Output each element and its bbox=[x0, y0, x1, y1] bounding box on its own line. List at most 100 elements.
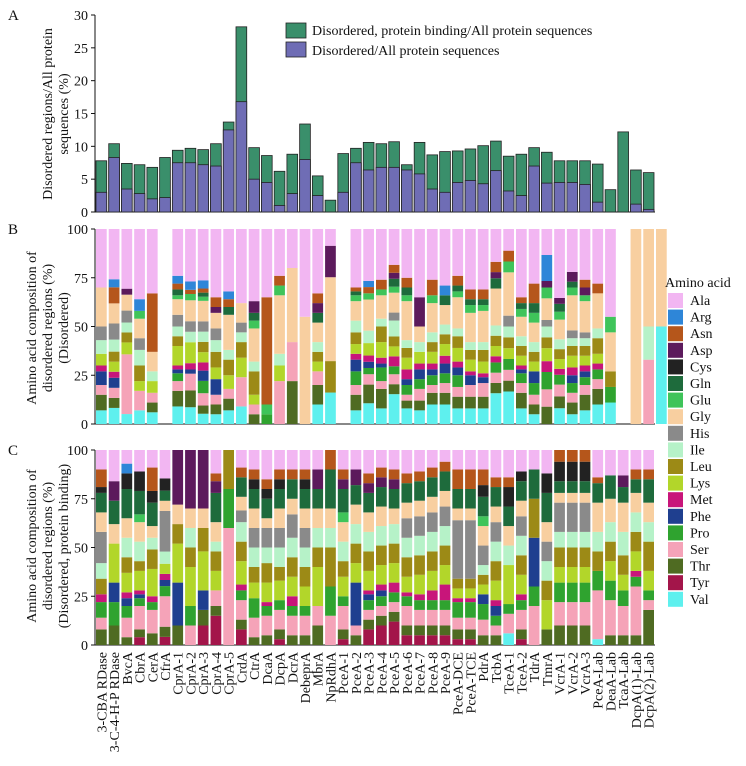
segment-Tyr-CfrA bbox=[159, 636, 171, 645]
segment-Ile-VcrA-1 bbox=[554, 531, 565, 548]
segment-Lys-CfrA bbox=[159, 563, 171, 574]
segment-Gln-CtrA bbox=[248, 489, 260, 509]
legend-swatch-glu bbox=[668, 392, 683, 408]
segment-Arg-3-C-4-H-P RDase bbox=[108, 279, 120, 288]
segment-Gly-VcrA-1 bbox=[554, 492, 565, 503]
segment-Ile-CrdA bbox=[236, 332, 247, 343]
segment-Asn-DcpA bbox=[274, 275, 285, 286]
segment-Lys-MbrA bbox=[312, 361, 324, 372]
segment-Ala-PceA-3 bbox=[363, 229, 374, 281]
segment-Pro-DcpA(1)-Lab bbox=[630, 576, 642, 587]
segment-Gln-MbrA bbox=[312, 312, 324, 323]
segment-Glu-DcpA bbox=[274, 285, 285, 296]
segment-Ala-NpRdhA bbox=[325, 229, 336, 246]
segment-Gly-CprA-3 bbox=[197, 508, 209, 528]
segment-Lys-MbrA bbox=[312, 567, 324, 606]
legend-swatch-ile bbox=[668, 442, 683, 458]
segment-Asn-CprA-1 bbox=[172, 283, 184, 290]
segment-Leu-PceA-6 bbox=[401, 347, 413, 358]
segment-Met-TcbA bbox=[490, 600, 502, 606]
segment-Ser-CbrA bbox=[134, 606, 145, 630]
segment-Glu-DcaA bbox=[261, 404, 273, 415]
segment-Val-undefined bbox=[656, 326, 667, 424]
x-tick-label: CfrA bbox=[159, 651, 174, 681]
segment-Arg-TmrA bbox=[541, 255, 553, 281]
segment-Met-PceA-TCE bbox=[465, 598, 476, 603]
segment-Asn-PceA-8 bbox=[426, 279, 438, 296]
segment-Asn-PceA-8 bbox=[426, 467, 438, 478]
segment-Leu-PceA-Lab bbox=[592, 338, 604, 354]
segment-Phe-PceA-DCE bbox=[452, 367, 464, 376]
segment-Glu-TceA-1 bbox=[503, 261, 514, 273]
segment-His-DebeprA bbox=[299, 528, 311, 548]
segment-Lys-3-CBA RDase bbox=[96, 353, 107, 366]
segment-Pro-PceA-5 bbox=[388, 366, 400, 375]
segment-Tyr-PceA-3 bbox=[363, 629, 374, 645]
segment-Cys-DebeprA bbox=[299, 479, 311, 489]
segment-Thr-TceA-2 bbox=[516, 629, 527, 640]
segment-Ile-TceA-2 bbox=[516, 535, 527, 556]
segment-Asn-VcrA-1 bbox=[554, 450, 565, 462]
segment-Asp-MbrA bbox=[312, 303, 324, 313]
segment-Glu-PceA-4 bbox=[376, 289, 387, 296]
segment-Lys-DcaA bbox=[261, 582, 273, 603]
segment-Gly-CprA-4 bbox=[210, 312, 222, 329]
segment-Phe-PceA-4 bbox=[376, 363, 387, 368]
segment-Ala-BvcA bbox=[121, 229, 133, 289]
segment-Pro-PceA-7 bbox=[414, 600, 425, 610]
segment-Met-PceA-7 bbox=[414, 363, 425, 370]
segment-Tyr-PceA-4 bbox=[376, 625, 387, 645]
x-tick-label: TcaA-Lab bbox=[617, 652, 632, 709]
segment-Ala-TcbA bbox=[490, 229, 502, 262]
segment-Ser-DcrA bbox=[286, 342, 298, 382]
bar-disordered-PceA-1 bbox=[337, 191, 349, 213]
segment-Gly-VcrA-3 bbox=[579, 492, 591, 503]
segment-Thr-CprA-1 bbox=[172, 625, 184, 645]
segment-Ser-DcpA bbox=[274, 609, 285, 630]
segment-His-PceA-9 bbox=[439, 506, 451, 527]
segment-Lys-PceA-7 bbox=[414, 574, 425, 595]
segment-Ser-3-CBA RDase bbox=[96, 617, 107, 630]
segment-Pro-VcrA-1 bbox=[554, 374, 565, 385]
segment-Asp-CprA-3 bbox=[197, 450, 209, 509]
segment-Ser-DcaA bbox=[261, 615, 273, 636]
segment-Gly-MbrA bbox=[312, 508, 324, 528]
segment-Lys-TdrA bbox=[528, 361, 540, 372]
x-tick-label: VcrA-2 bbox=[566, 652, 581, 695]
segment-Leu-PceA-2 bbox=[350, 332, 362, 345]
segment-Lys-VcrA-2 bbox=[566, 567, 578, 583]
segment-Ser-DcpA bbox=[274, 381, 285, 424]
bar-disordered-CprA-2 bbox=[184, 162, 197, 213]
segment-Phe-TdrA bbox=[528, 537, 540, 587]
segment-Gly-DcrA bbox=[286, 498, 298, 515]
segment-Leu-VcrA-2 bbox=[566, 346, 578, 356]
segment-Pro-PceA-3 bbox=[363, 367, 374, 375]
segment-Asn-CerA bbox=[146, 467, 158, 491]
segment-Ser-DeaA-Lab bbox=[605, 600, 616, 636]
segment-Ile-VcrA-1 bbox=[554, 339, 565, 350]
segment-Leu-TceA-2 bbox=[516, 555, 527, 575]
bar-disordered-CprA-3 bbox=[197, 164, 209, 213]
segment-Ile-DcpA(2)-Lab bbox=[643, 326, 654, 360]
segment-Tyr-PceA-DCE bbox=[452, 639, 464, 645]
segment-Gly-PceA-3 bbox=[363, 299, 374, 331]
segment-Gln-PceA-1 bbox=[337, 489, 349, 513]
segment-Asp-NpRdhA bbox=[325, 245, 336, 278]
segment-Pro-TceA-1 bbox=[503, 604, 514, 614]
segment-Asn-PceA-4 bbox=[376, 279, 387, 290]
x-tick-label: TdrA bbox=[528, 651, 543, 682]
legend-swatch-disordered bbox=[285, 41, 307, 58]
segment-Val-TceA-2 bbox=[516, 408, 527, 424]
segment-Leu-PceA-8 bbox=[426, 342, 438, 352]
segment-Phe-PceA-3 bbox=[363, 361, 374, 368]
segment-Asn-PceA-3 bbox=[363, 287, 374, 294]
segment-Asp-VcrA-3 bbox=[579, 287, 591, 296]
segment-Ala-DcpA bbox=[274, 450, 285, 470]
bar-disordered-TceA-2 bbox=[515, 195, 528, 213]
segment-Ile-CprA-4 bbox=[210, 541, 222, 552]
y-tick-label: 5 bbox=[81, 173, 88, 188]
segment-Cys-PdrA bbox=[477, 485, 489, 497]
segment-Val-PceA-6 bbox=[401, 408, 413, 424]
segment-Ala-3-C-4-H-P RDase bbox=[108, 229, 120, 280]
segment-Val-CerA bbox=[146, 412, 158, 424]
